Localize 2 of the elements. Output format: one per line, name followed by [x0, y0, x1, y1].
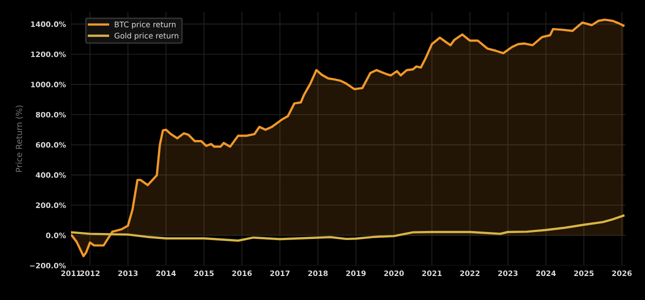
y-axis-title: Price Return (%) — [16, 106, 24, 172]
line-series — [70, 214, 624, 242]
